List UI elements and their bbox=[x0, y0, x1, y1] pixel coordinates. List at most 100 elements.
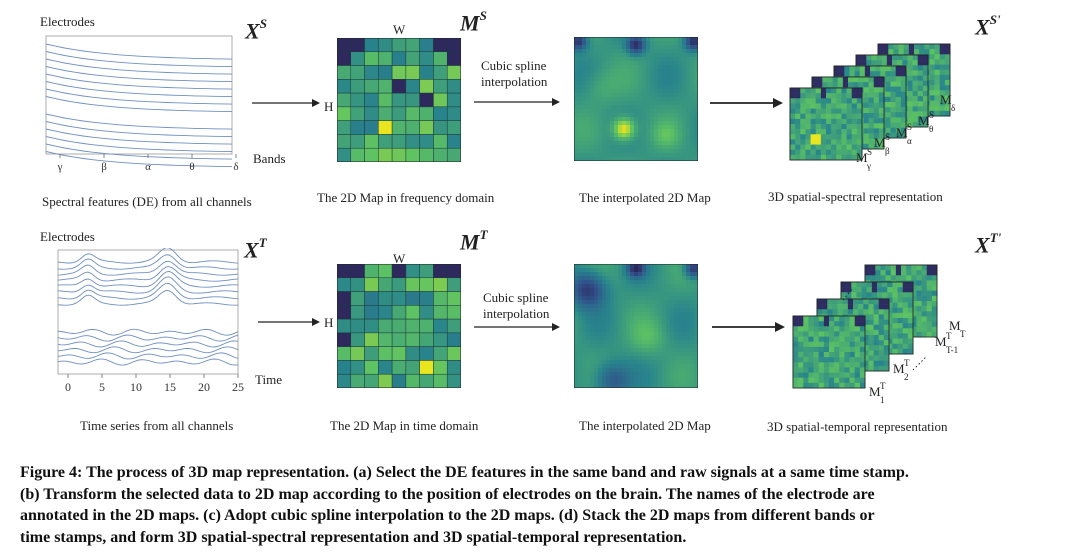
interp-cell bbox=[590, 105, 595, 110]
map-cell bbox=[337, 264, 352, 279]
interp-cell bbox=[670, 300, 675, 305]
tick-label: β bbox=[101, 161, 107, 173]
interp-cell bbox=[674, 129, 679, 134]
interp-cell bbox=[638, 61, 643, 66]
interp-cell bbox=[678, 308, 683, 313]
interp-cell bbox=[590, 145, 595, 150]
interp-cell bbox=[574, 125, 579, 130]
interp-cell bbox=[598, 105, 603, 110]
interp-cell bbox=[634, 97, 639, 102]
interp-cell bbox=[634, 284, 639, 289]
interp-cell bbox=[686, 49, 691, 54]
interp-cell bbox=[678, 336, 683, 341]
interp-cell bbox=[606, 49, 611, 54]
interp-cell bbox=[602, 113, 607, 118]
tick-label: 25 bbox=[232, 380, 244, 394]
interp-cell bbox=[662, 133, 667, 138]
map-cell bbox=[350, 332, 365, 347]
interp-cell bbox=[610, 376, 615, 381]
interp-cell bbox=[690, 45, 695, 50]
interp-cell bbox=[666, 288, 671, 293]
interp-cell bbox=[690, 284, 695, 289]
interp-cell bbox=[606, 129, 611, 134]
interp-cell bbox=[658, 328, 663, 333]
interp-cell bbox=[686, 105, 691, 110]
map-cell bbox=[337, 106, 352, 121]
interp-cell bbox=[686, 304, 691, 309]
interp-cell bbox=[694, 368, 698, 373]
interp-cell bbox=[658, 368, 663, 373]
interp-cell bbox=[622, 133, 627, 138]
interp-cell bbox=[662, 81, 667, 86]
interp-cell bbox=[602, 41, 607, 46]
interp-cell bbox=[682, 288, 687, 293]
interp-cell bbox=[610, 320, 615, 325]
interp-cell bbox=[646, 133, 651, 138]
map-cell bbox=[446, 79, 461, 94]
interp-cell bbox=[646, 125, 651, 130]
interp-cell bbox=[582, 85, 587, 90]
interp-cell bbox=[582, 97, 587, 102]
interp-cell bbox=[626, 137, 631, 142]
interp-cell bbox=[618, 109, 623, 114]
caption-line: Figure 4: The process of 3D map represen… bbox=[20, 464, 909, 481]
interp-cell bbox=[622, 292, 627, 297]
interp-cell bbox=[638, 284, 643, 289]
interp-cell bbox=[598, 129, 603, 134]
interp-cell bbox=[618, 324, 623, 329]
interp-cell bbox=[642, 272, 647, 277]
interp-cell bbox=[646, 344, 651, 349]
interp-cell bbox=[630, 89, 635, 94]
interp-cell bbox=[642, 332, 647, 337]
interp-cell bbox=[634, 117, 639, 122]
top-signals-ylabel: Electrodes bbox=[40, 14, 95, 29]
interp-cell bbox=[594, 73, 599, 78]
interp-cell bbox=[614, 284, 619, 289]
interp-cell bbox=[614, 356, 619, 361]
interp-cell bbox=[638, 364, 643, 369]
interp-cell bbox=[594, 117, 599, 122]
interp-cell bbox=[650, 49, 655, 54]
interp-cell bbox=[578, 352, 583, 357]
interp-cell bbox=[674, 93, 679, 98]
interp-cell bbox=[586, 292, 591, 297]
interp-cell bbox=[694, 280, 698, 285]
interp-cell bbox=[642, 137, 647, 142]
map-cell bbox=[378, 38, 393, 53]
interp-cell bbox=[650, 157, 655, 161]
interp-cell bbox=[666, 332, 671, 337]
interp-cell bbox=[630, 300, 635, 305]
interp-cell bbox=[662, 276, 667, 281]
interp-cell bbox=[646, 65, 651, 70]
interp-cell bbox=[658, 45, 663, 50]
interp-cell bbox=[694, 105, 698, 110]
interp-cell bbox=[626, 149, 631, 154]
top-map-h-label: H bbox=[324, 99, 334, 114]
map-cell bbox=[446, 346, 461, 361]
map-cell bbox=[446, 147, 461, 162]
interp-cell bbox=[598, 368, 603, 373]
interp-cell bbox=[646, 324, 651, 329]
interp-cell bbox=[586, 49, 591, 54]
interp-cell bbox=[610, 149, 615, 154]
interp-cell bbox=[658, 53, 663, 58]
interp-cell bbox=[618, 356, 623, 361]
interp-cell bbox=[654, 153, 659, 158]
interp-cell bbox=[618, 284, 623, 289]
interp-cell bbox=[634, 340, 639, 345]
map-cell bbox=[364, 318, 379, 334]
interp-cell bbox=[670, 77, 675, 82]
map-cell bbox=[446, 360, 461, 375]
interp-cell bbox=[654, 69, 659, 74]
interp-cell bbox=[622, 85, 627, 90]
interp-cell bbox=[582, 101, 587, 106]
interp-cell bbox=[654, 316, 659, 321]
interp-cell bbox=[682, 284, 687, 289]
interp-cell bbox=[634, 320, 639, 325]
interp-cell bbox=[586, 340, 591, 345]
interp-cell bbox=[574, 268, 579, 273]
interp-cell bbox=[578, 332, 583, 337]
interp-cell bbox=[658, 288, 663, 293]
interp-cell bbox=[690, 344, 695, 349]
interp-cell bbox=[606, 77, 611, 82]
